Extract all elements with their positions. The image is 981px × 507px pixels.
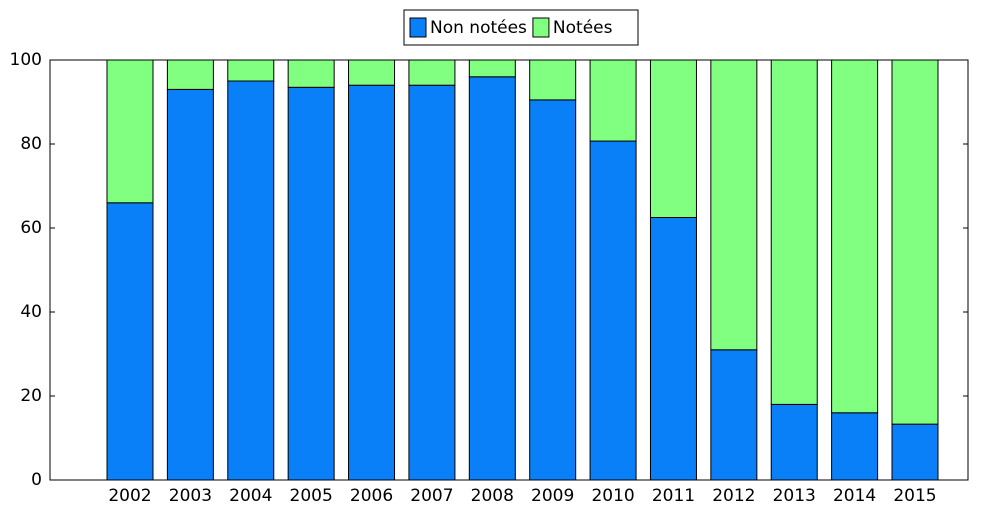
y-tick-label: 100 [10,50,42,70]
bar-segment [710,59,758,351]
bar-segment [408,59,456,86]
y-tick-label: 0 [31,470,42,490]
legend-swatch [532,17,550,38]
legend-label: Non notées [430,18,527,38]
bar-segment [468,76,516,481]
bar-segment [589,59,637,142]
bar-segment [770,403,818,481]
x-tick-label: 2005 [290,486,333,506]
bar-segment [649,217,697,481]
x-tick-label: 2014 [833,486,876,506]
bar-segment [529,99,577,481]
legend-label: Notées [553,18,613,38]
x-tick-label: 2002 [108,486,151,506]
bar-segment [831,59,879,414]
bar-segment [348,59,396,86]
y-tick-label: 20 [20,386,42,406]
bar-segment [770,59,818,405]
x-tick-label: 2009 [531,486,574,506]
x-tick-label: 2015 [893,486,936,506]
bar-segment [166,88,214,481]
x-tick-label: 2011 [652,486,695,506]
bar-segment [348,84,396,481]
bar-segment [106,59,154,204]
bar-segment [831,412,879,481]
bar-segment [468,59,516,78]
bar-segment [529,59,577,101]
bar-segment [649,59,697,218]
legend-swatch [409,17,427,38]
x-tick-label: 2007 [410,486,453,506]
bar-segment [227,59,275,82]
y-tick-label: 60 [20,218,42,238]
x-tick-label: 2003 [169,486,212,506]
bar-segment [891,423,939,481]
x-tick-label: 2006 [350,486,393,506]
x-tick-label: 2012 [712,486,755,506]
legend-box [403,9,639,46]
bar-segment [227,80,275,481]
bar-segment [287,59,335,88]
bar-segment [106,202,154,481]
x-tick-label: 2008 [471,486,514,506]
bar-segment [287,86,335,481]
x-tick-label: 2010 [591,486,634,506]
bar-segment [408,84,456,481]
bar-segment [166,59,214,90]
y-tick-label: 80 [20,134,42,154]
bar-segment [891,59,939,425]
x-tick-label: 2013 [773,486,816,506]
x-tick-label: 2004 [229,486,272,506]
bar-segment [710,349,758,481]
y-tick-label: 40 [20,302,42,322]
bar-segment [589,140,637,481]
